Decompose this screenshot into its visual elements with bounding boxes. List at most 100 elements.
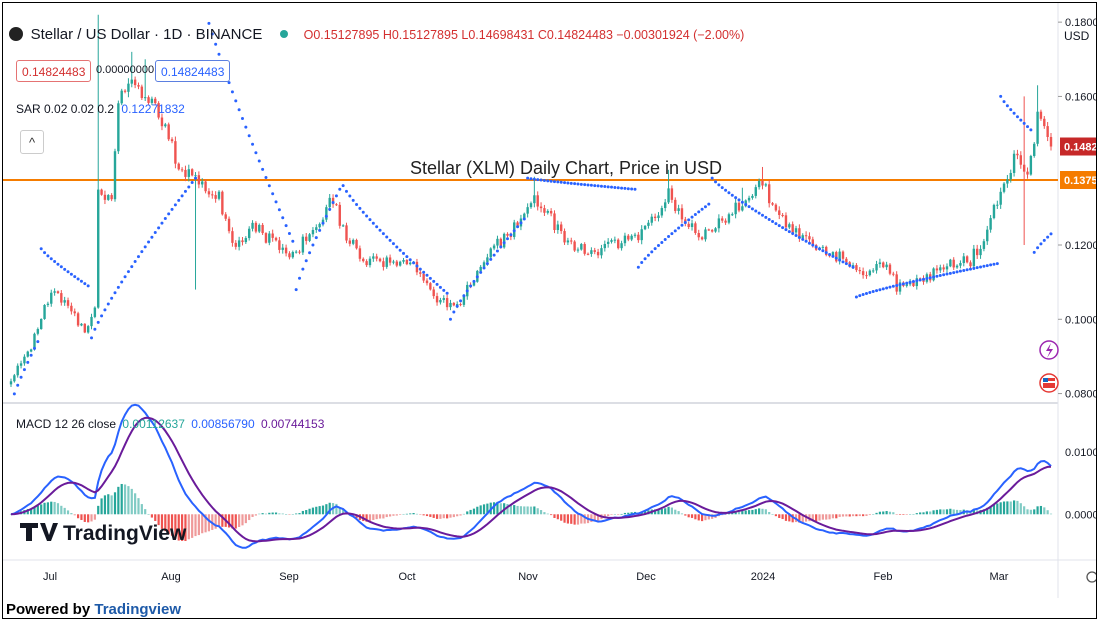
sar-dot (968, 267, 972, 271)
candle-body (935, 268, 939, 271)
sar-dot (257, 159, 261, 163)
macd-hist-bar (667, 506, 670, 515)
sar-dot (22, 368, 26, 372)
sar-dot (576, 182, 580, 186)
sar-dot (918, 278, 922, 282)
macd-hist-bar (53, 501, 56, 515)
macd-hist-bar (244, 514, 247, 524)
candle-body (1029, 155, 1033, 175)
candle-body (831, 252, 835, 257)
sar-dot (854, 295, 858, 299)
sell-price-box[interactable]: 0.14824483 (16, 60, 92, 82)
sar-dot (979, 265, 983, 269)
candle-body (398, 261, 402, 266)
macd-hist-bar (801, 514, 804, 523)
candle-body (653, 216, 657, 219)
sar-dot (177, 198, 181, 202)
sar-dot (1012, 111, 1016, 115)
sar-indicator-label[interactable]: SAR 0.02 0.02 0.2 0.12271832 (16, 102, 185, 116)
sar-dot (636, 265, 640, 269)
candle-body (841, 251, 845, 259)
macd-hist-bar (841, 514, 845, 517)
macd-hist-bar (40, 504, 43, 515)
candle-body (1002, 183, 1006, 192)
currency-label[interactable]: USD (1064, 29, 1090, 43)
sar-dot (687, 218, 691, 222)
price-chart-svg[interactable]: 0.1800 0.1600 0.1200 0.1000 0.0800 0.0100 0.00… (3, 3, 1097, 598)
candle-body (184, 169, 187, 177)
candle-body (563, 231, 566, 243)
sar-dot (271, 192, 275, 196)
macd-indicator-label[interactable]: MACD 12 26 close 0.00112637 0.00856790 0… (16, 417, 324, 431)
macd-hist-bar (271, 512, 274, 515)
macd-hist-bar (1002, 501, 1006, 515)
reset-axis-icon[interactable] (1086, 571, 1097, 583)
macd-hist-bar (338, 507, 341, 515)
candle-body (435, 296, 439, 303)
macd-hist-bar (982, 509, 986, 515)
candle-body (93, 307, 97, 317)
candle-body (395, 261, 399, 266)
sar-dot (519, 221, 523, 225)
macd-hist-bar (160, 514, 164, 529)
candle-body (1039, 111, 1043, 119)
ohlc-values: O0.15127895 H0.15127895 L0.14698431 C0.1… (303, 28, 745, 42)
sar-dot (103, 308, 107, 312)
macd-hist-bar (291, 514, 294, 515)
sar-dot (324, 214, 328, 218)
candle-body (19, 363, 23, 366)
sar-dot (1042, 238, 1046, 242)
candle-body (784, 215, 788, 228)
macd-hist-bar (452, 514, 455, 518)
candle-body (150, 98, 154, 103)
sar-dot (452, 310, 456, 314)
macd-hist-bar (737, 511, 741, 515)
macd-hist-bar (284, 514, 288, 515)
candle-body (690, 223, 694, 227)
candle-body (506, 233, 509, 236)
sar-dot (586, 183, 590, 187)
candle-body (516, 222, 519, 227)
sar-dot (499, 245, 503, 249)
candle-body (97, 189, 100, 308)
sar-dot (566, 181, 570, 185)
macd-hist-bar (26, 509, 29, 515)
sar-dot (985, 264, 989, 268)
macd-hist-bar (241, 514, 244, 526)
sar-dot (402, 251, 406, 255)
macd-hist-bar (365, 514, 368, 522)
sar-dot (757, 211, 761, 215)
sar-dot (821, 249, 825, 253)
flag-canton (1043, 378, 1048, 382)
buy-price-box[interactable]: 0.14824483 (155, 60, 231, 82)
tradingview-link[interactable]: Tradingview (94, 601, 182, 618)
candle-body (677, 208, 680, 211)
sar-dot (247, 134, 251, 138)
candle-body (36, 329, 40, 334)
sar-dot (318, 228, 322, 232)
macd-hist-bar (90, 514, 93, 522)
macd-hist-bar (791, 514, 794, 523)
price-tick-label: 0.1000 (1065, 314, 1097, 326)
collapse-indicators-button[interactable]: ^ (20, 130, 44, 154)
sar-dot (787, 230, 791, 234)
candle-body (791, 224, 794, 233)
symbol-title[interactable]: Stellar / US Dollar · 1D · BINANCE (30, 26, 263, 43)
sar-dot (693, 213, 697, 217)
macd-hist-bar (774, 514, 778, 517)
sar-dot (532, 177, 536, 181)
macd-hist-bar (425, 514, 429, 517)
sar-dot (123, 275, 127, 279)
candle-body (986, 229, 989, 242)
macd-hist-bar (851, 514, 855, 517)
sar-dot (167, 212, 171, 216)
sar-dot (767, 217, 771, 221)
macd-hist-bar (140, 504, 143, 515)
macd-hist-bar (1006, 501, 1009, 515)
candle-body (113, 151, 117, 200)
macd-hist-bar (482, 504, 486, 515)
sar-value: 0.12271832 (121, 102, 185, 116)
candle-body (965, 256, 969, 263)
macd-hist-bar (1023, 506, 1026, 515)
sar-dot (616, 186, 620, 190)
